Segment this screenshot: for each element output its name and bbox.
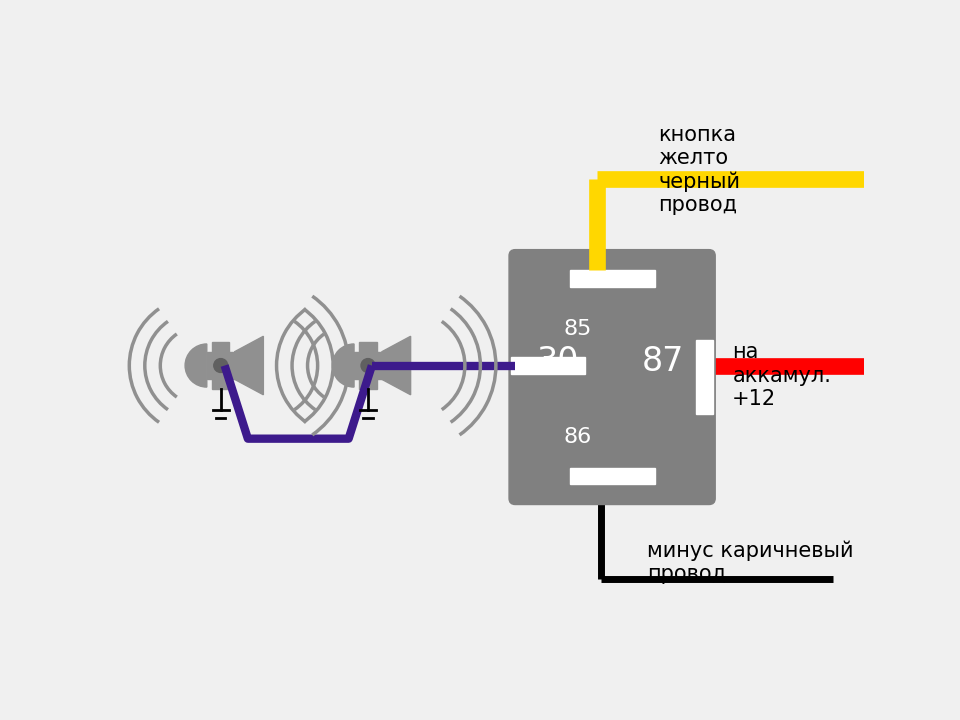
Text: кнопка
желто
черный
провод: кнопка желто черный провод: [659, 125, 740, 215]
Polygon shape: [382, 336, 411, 395]
Polygon shape: [234, 336, 263, 395]
FancyBboxPatch shape: [512, 357, 585, 374]
Text: 86: 86: [564, 427, 591, 446]
Wedge shape: [332, 344, 354, 387]
FancyBboxPatch shape: [696, 341, 713, 414]
FancyBboxPatch shape: [359, 343, 376, 351]
FancyBboxPatch shape: [212, 343, 229, 351]
FancyBboxPatch shape: [569, 467, 655, 485]
Text: 87: 87: [641, 345, 684, 378]
Wedge shape: [185, 344, 206, 387]
Text: минус каричневый
провод: минус каричневый провод: [647, 541, 853, 585]
FancyBboxPatch shape: [212, 379, 229, 389]
Circle shape: [214, 359, 228, 372]
Circle shape: [361, 359, 375, 372]
Text: 85: 85: [564, 319, 591, 339]
Text: на
аккамул.
+12: на аккамул. +12: [732, 343, 831, 409]
FancyBboxPatch shape: [206, 351, 234, 379]
Text: 30: 30: [537, 345, 579, 378]
FancyBboxPatch shape: [354, 351, 382, 379]
FancyBboxPatch shape: [509, 250, 715, 505]
FancyBboxPatch shape: [569, 270, 655, 287]
FancyBboxPatch shape: [359, 379, 376, 389]
